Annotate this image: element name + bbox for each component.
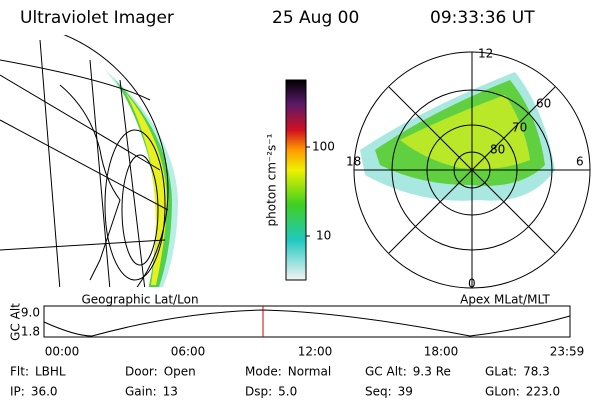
info-value: 5.0 (278, 385, 297, 399)
mlt-label: 18 (346, 155, 361, 169)
mlt-label: 12 (478, 47, 493, 61)
info-label: Mode: (245, 365, 282, 379)
globe-image (0, 35, 178, 287)
info-label: GLat: (485, 365, 517, 379)
orbit-xtick: 06:00 (171, 345, 206, 359)
info-value: LBHL (35, 365, 66, 379)
mlt-label: 6 (576, 155, 584, 169)
orbit-ytick: 1.8 (21, 325, 40, 339)
info-label: Flt: (10, 365, 29, 379)
colorbar-tick-label: 100 (312, 140, 335, 154)
colorbar-tick-label: 10 (316, 229, 331, 243)
info-label: Gain: (125, 385, 157, 399)
mlt-label: 0 (468, 277, 476, 291)
orbit-plot (43, 305, 571, 338)
orbit-curve (43, 309, 571, 337)
orbit-xtick: 00:00 (45, 345, 80, 359)
info-value: 78.3 (523, 365, 550, 379)
info-value: Normal (288, 365, 331, 379)
panel-label: Apex MLat/MLT (460, 293, 550, 307)
colorbar (285, 79, 307, 281)
colorbar-label: photon cm⁻²s⁻¹ (265, 133, 279, 226)
info-value: 223.0 (526, 385, 560, 399)
date: 25 Aug 00 (272, 8, 359, 28)
panel-label: Geographic Lat/Lon (81, 293, 198, 307)
info-label: Dsp: (245, 385, 272, 399)
orbit-xtick: 23:59 (550, 345, 585, 359)
info-value: 9.3 Re (413, 365, 451, 379)
orbit-xtick: 18:00 (424, 345, 459, 359)
info-value: Open (164, 365, 196, 379)
info-label: Seq: (365, 385, 392, 399)
mlat-label: 60 (536, 97, 551, 111)
info-value: 13 (163, 385, 178, 399)
mlat-label: 70 (512, 121, 527, 135)
info-value: 39 (398, 385, 413, 399)
polar-grid (353, 51, 591, 289)
polar-image (360, 72, 555, 201)
info-table: Flt: LBHL Door: Open Mode: Normal GC Alt: 9.3 R… (10, 365, 560, 399)
mlat-label: 80 (490, 143, 505, 157)
orbit-ylabel: GC Alt (9, 303, 23, 341)
orbit-xtick: 12:00 (298, 345, 333, 359)
orbit-ytick: 9.0 (21, 306, 40, 320)
info-label: Door: (125, 365, 158, 379)
instrument: Ultraviolet Imager (20, 8, 174, 28)
info-value: 36.0 (31, 385, 58, 399)
time: 09:33:36 UT (430, 8, 535, 28)
info-label: IP: (10, 385, 25, 399)
info-label: GLon: (485, 385, 520, 399)
info-label: GC Alt: (365, 365, 407, 379)
